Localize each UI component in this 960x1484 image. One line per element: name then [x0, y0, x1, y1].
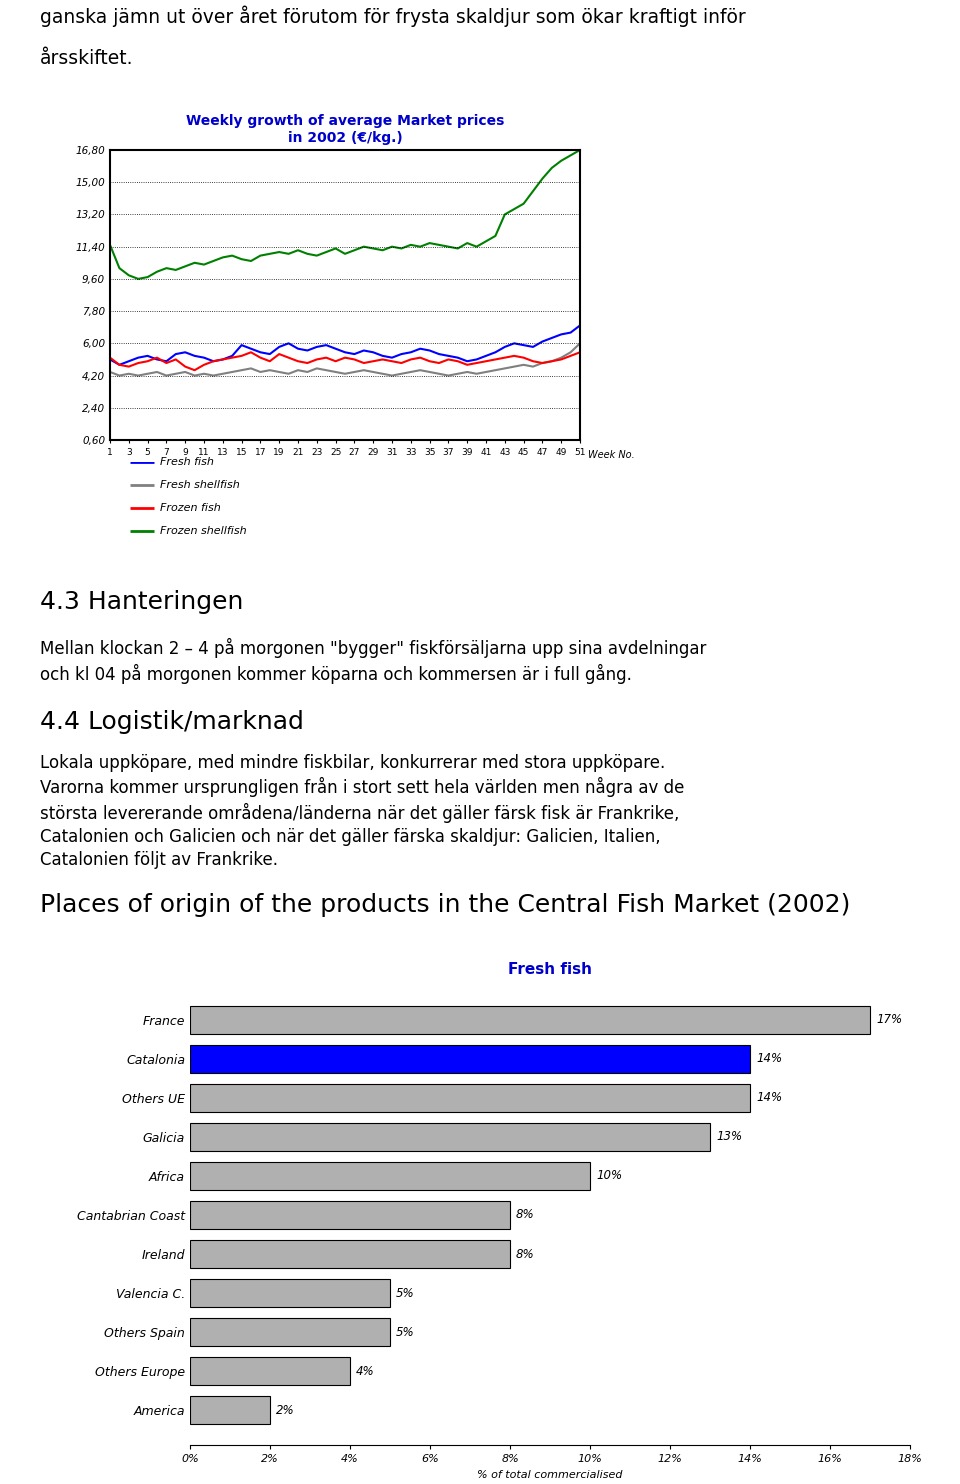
Bar [190, 1396, 270, 1425]
Text: 14%: 14% [756, 1091, 782, 1104]
Bar [190, 1083, 750, 1112]
Text: Fresh shellfish: Fresh shellfish [160, 479, 240, 490]
Bar [190, 1201, 510, 1229]
Text: Mellan klockan 2 – 4 på morgonen "bygger" fiskförsäljarna upp sina avdelningar
o: Mellan klockan 2 – 4 på morgonen "bygger… [40, 638, 707, 684]
Text: ganska jämn ut över året förutom för frysta skaldjur som ökar kraftigt inför: ganska jämn ut över året förutom för fry… [40, 4, 746, 27]
Text: 14%: 14% [756, 1052, 782, 1066]
Bar [190, 1241, 510, 1267]
Text: 8%: 8% [516, 1248, 535, 1260]
Text: 5%: 5% [396, 1287, 415, 1300]
Text: 4%: 4% [356, 1364, 374, 1377]
Text: årsskiftet.: årsskiftet. [40, 49, 133, 67]
X-axis label: % of total commercialised: % of total commercialised [477, 1469, 623, 1480]
Text: 4.3 Hanteringen: 4.3 Hanteringen [40, 591, 244, 614]
Bar [190, 1318, 390, 1346]
Text: 2%: 2% [276, 1404, 295, 1417]
Title: Weekly growth of average Market prices
in 2002 (€/kg.): Weekly growth of average Market prices i… [186, 114, 504, 144]
Text: Frozen fish: Frozen fish [160, 503, 221, 513]
Bar [190, 1162, 590, 1190]
Bar [190, 1356, 350, 1385]
Bar [190, 1123, 710, 1152]
Text: Frozen shellfish: Frozen shellfish [160, 525, 247, 536]
Text: 13%: 13% [716, 1131, 742, 1144]
Text: 10%: 10% [596, 1169, 622, 1183]
Text: 4.4 Logistik/marknad: 4.4 Logistik/marknad [40, 709, 304, 735]
Title: Fresh fish: Fresh fish [508, 962, 592, 976]
Bar [190, 1045, 750, 1073]
Text: 8%: 8% [516, 1208, 535, 1221]
Text: Places of origin of the products in the Central Fish Market (2002): Places of origin of the products in the … [40, 893, 851, 917]
Text: Fresh fish: Fresh fish [160, 457, 214, 467]
Text: Week No.: Week No. [588, 450, 635, 460]
Bar [190, 1279, 390, 1307]
Text: 5%: 5% [396, 1325, 415, 1339]
Bar [190, 1006, 870, 1034]
Text: 17%: 17% [876, 1014, 902, 1027]
Text: Lokala uppköpare, med mindre fiskbilar, konkurrerar med stora uppköpare.
Varorna: Lokala uppköpare, med mindre fiskbilar, … [40, 754, 684, 870]
